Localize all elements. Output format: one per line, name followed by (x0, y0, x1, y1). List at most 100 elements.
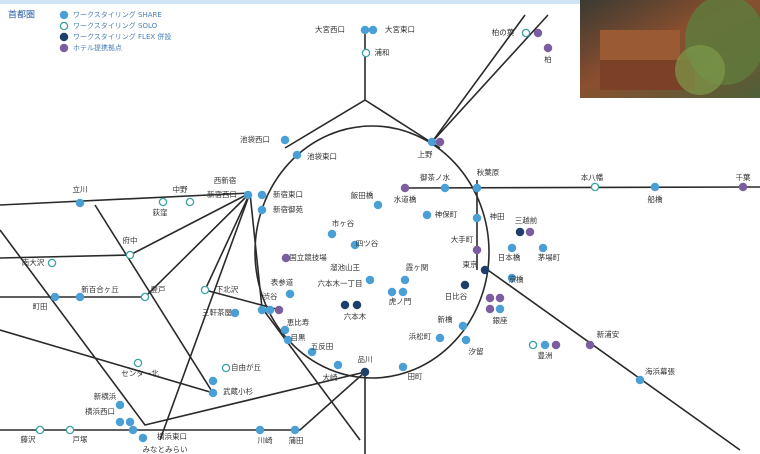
station-label: 大手町 (451, 234, 474, 244)
station-label: 荻窪 (153, 207, 168, 217)
station-label: 中野 (173, 184, 188, 194)
station-dot (340, 300, 350, 310)
station-label: 恵比寿 (287, 317, 310, 327)
station-label: 渋谷 (263, 291, 278, 301)
station-dot (515, 227, 525, 237)
legend-item: ワークスタイリング SOLO (73, 21, 158, 30)
station-label: 新宿西口 (207, 189, 237, 199)
station-label: 豊洲 (538, 350, 553, 360)
station-dot (400, 275, 410, 285)
station-label: 柏 (544, 54, 552, 64)
station-dot (185, 197, 195, 207)
station-dot (59, 10, 69, 20)
station-label: 南大沢 (22, 257, 45, 267)
station-dot (373, 200, 383, 210)
station-dot (285, 289, 295, 299)
station-dot (368, 25, 378, 35)
station-label: 大崎 (323, 372, 338, 382)
station-label: 新宿御苑 (273, 204, 303, 214)
station-label: 四ツ谷 (356, 239, 379, 248)
station-label: 横浜東口 (157, 431, 187, 441)
station-dot (50, 292, 60, 302)
station-label: 横浜西口 (85, 406, 115, 416)
station-label: 目黒 (291, 333, 306, 342)
station-dot (387, 287, 397, 297)
station-dot (327, 229, 337, 239)
station-dot (208, 376, 218, 386)
station-label: 武蔵小杉 (223, 386, 253, 396)
station-dot (59, 21, 69, 31)
station-label: 西新宿 (214, 175, 237, 185)
station-dot (585, 340, 595, 350)
station-dot (290, 425, 300, 435)
station-dot (280, 325, 290, 335)
legend-item: ワークスタイリング SHARE (73, 10, 162, 19)
station-label: 船橋 (648, 194, 663, 204)
legend: 首都圏 (8, 9, 35, 21)
station-label: 日比谷 (445, 291, 468, 301)
legend-title: 首都圏 (8, 9, 35, 21)
station-dot (59, 43, 69, 53)
station-dot (140, 292, 150, 302)
station-label: 銀座 (493, 315, 508, 325)
station-label: 新橋 (438, 314, 453, 324)
station-dot (485, 293, 495, 303)
station-label: 東京 (463, 259, 478, 269)
station-dot (352, 300, 362, 310)
station-label: 京橋 (509, 274, 524, 284)
station-dot (274, 305, 284, 315)
station-dot (115, 400, 125, 410)
station-dot (435, 137, 445, 147)
station-dot (333, 360, 343, 370)
station-dot (458, 321, 468, 331)
station-label: 池袋東口 (307, 151, 337, 161)
station-label: 市ヶ谷 (332, 218, 355, 228)
station-dot (540, 340, 550, 350)
station-dot (398, 362, 408, 372)
station-dot (461, 335, 471, 345)
station-dot (650, 182, 660, 192)
top-band (0, 0, 760, 4)
station-dot (528, 340, 538, 350)
station-label: 六本木 (344, 311, 367, 321)
station-label: 溜池山王 (330, 262, 360, 272)
station-label: 池袋西口 (240, 134, 270, 144)
station-dot (75, 198, 85, 208)
station-dot (435, 333, 445, 343)
station-label: 千葉 (736, 172, 751, 182)
station-dot (485, 304, 495, 314)
station-label: 登戸 (151, 284, 166, 294)
station-dot (472, 183, 482, 193)
station-dot (257, 205, 267, 215)
station-label: 蒲田 (289, 435, 304, 445)
station-dot (350, 240, 360, 250)
station-dot (460, 280, 470, 290)
station-label: 三軒茶屋 (202, 307, 232, 317)
station-label: 大宮東口 (385, 24, 415, 34)
station-label: 海浜幕張 (645, 366, 675, 376)
station-label: 立川 (73, 184, 88, 194)
station-label: 霞ヶ関 (406, 263, 429, 272)
station-label: 浦和 (375, 47, 390, 57)
station-dot (158, 197, 168, 207)
legend-item: ワークスタイリング FLEX 併設 (73, 32, 171, 41)
station-dot (521, 28, 531, 38)
station-label: 自由が丘 (231, 362, 261, 372)
station-label: 藤沢 (21, 434, 36, 444)
station-dot (35, 425, 45, 435)
station-dot (138, 433, 148, 443)
station-label: 飯田橋 (351, 190, 374, 200)
station-dot (292, 150, 302, 160)
station-dot (360, 25, 370, 35)
station-label: 柏の葉 (492, 27, 515, 37)
station-label: 虎ノ門 (389, 296, 412, 306)
station-dot (75, 292, 85, 302)
station-label: 戸塚 (73, 435, 88, 444)
station-dot (538, 243, 548, 253)
station-dot (307, 347, 317, 357)
station-label: 秋葉原 (477, 167, 500, 177)
station-dot (738, 182, 748, 192)
station-dot (422, 210, 432, 220)
station-label: 神保町 (435, 209, 458, 219)
station-dot (283, 335, 293, 345)
